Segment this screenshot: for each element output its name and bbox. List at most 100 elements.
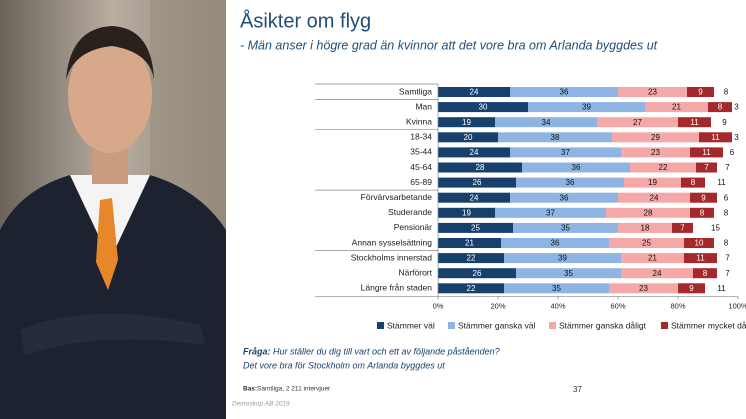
legend-label: Stämmer ganska dåligt [559,320,647,330]
bar-segment [618,222,672,233]
bar-segment [438,238,501,248]
category-label: 65-89 [410,177,432,187]
bar-segment [438,192,510,203]
legend-label: Stämmer mycket dåligt [671,320,746,330]
bar-segment [705,177,738,188]
bar-segment [438,162,522,173]
bar-segment [438,222,513,233]
data-label: 26 [473,178,482,187]
data-label: 15 [711,224,720,233]
x-tick-label: 60% [610,301,625,310]
data-label: 6 [724,193,729,202]
category-label: Längre från staden [361,283,433,293]
category-label: Förvärvsarbetande [361,192,433,202]
data-label: 9 [689,284,694,293]
bar-segment [717,268,738,279]
data-label: 3 [734,133,739,142]
data-label: 24 [470,148,479,157]
data-label: 7 [704,163,709,172]
bar-segment [606,207,690,218]
bar-segment [705,283,738,294]
bar-segment [438,177,516,188]
data-label: 21 [648,254,657,263]
legend-swatch [549,322,556,329]
bar-segment [516,268,621,279]
bar-segment [681,177,705,188]
slide-title: Åsikter om flyg [240,9,371,32]
data-label: 6 [730,148,735,157]
data-label: 24 [650,193,659,202]
data-label: 8 [691,178,696,187]
bar-segment [621,253,684,264]
data-label: 8 [724,208,729,217]
data-label: 38 [551,133,560,142]
legend-label: Stämmer ganska väl [458,320,536,330]
legend-label: Stämmer väl [387,320,435,330]
legend-swatch [377,322,384,329]
bar-segment [510,192,618,203]
bar-segment [438,253,504,264]
data-label: 21 [672,103,681,112]
data-label: 22 [467,284,476,293]
question: Hur ställer du dig till vart och ett av … [273,346,500,356]
statement: Det vore bra för Stockholm om Arlanda by… [243,360,445,370]
bar-segment [690,147,723,158]
legend-swatch [448,322,455,329]
bar-segment [732,132,741,143]
bar-segment [522,162,630,173]
data-label: 7 [725,269,730,278]
bar-segment [630,162,696,173]
bar-segment [528,102,645,113]
portrait-photo [0,0,226,419]
data-label: 36 [560,193,569,202]
data-label: 24 [653,269,662,278]
bar-segment [714,87,738,97]
category-label: Annan sysselsättning [352,237,433,247]
bar-segment [597,117,678,128]
bar-segment [684,238,714,248]
bar-segment [501,238,609,248]
bar-segment [678,283,705,294]
bar-segment [714,238,738,248]
data-label: 10 [695,239,704,248]
bar-segment [690,192,717,203]
data-label: 7 [725,163,730,172]
bar-segment [672,222,693,233]
data-label: 39 [558,254,567,263]
data-label: 3 [734,103,739,112]
bar-segment [717,192,735,203]
bar-segment [723,147,741,158]
data-label: 9 [722,118,727,127]
data-label: 11 [717,178,726,187]
x-tick-label: 0% [433,301,444,310]
bar-segment [621,147,690,158]
data-label: 24 [470,193,479,202]
bar-segment [618,192,690,203]
data-label: 36 [572,163,581,172]
bar-segment [498,132,612,143]
bar-segment [711,117,738,128]
bar-segment [693,268,717,279]
data-label: 9 [701,193,706,202]
data-label: 25 [642,239,651,248]
category-label: 35-44 [410,147,432,157]
bar-segment [438,102,528,113]
data-label: 7 [725,254,730,263]
bar-segment [624,177,681,188]
bar-segment [696,162,717,173]
data-label: 8 [724,239,729,248]
bar-segment [618,87,687,97]
bar-segment [495,117,597,128]
x-tick-label: 40% [550,301,565,310]
data-label: 11 [711,133,720,142]
data-label: 8 [724,88,729,97]
data-label: 30 [479,103,488,112]
category-label: Studerande [388,207,432,217]
bar-segment [678,117,711,128]
bar-segment [510,87,618,97]
data-label: 37 [561,148,570,157]
bar-segment [699,132,732,143]
x-tick-label: 20% [490,301,505,310]
bar-segment [684,253,717,264]
